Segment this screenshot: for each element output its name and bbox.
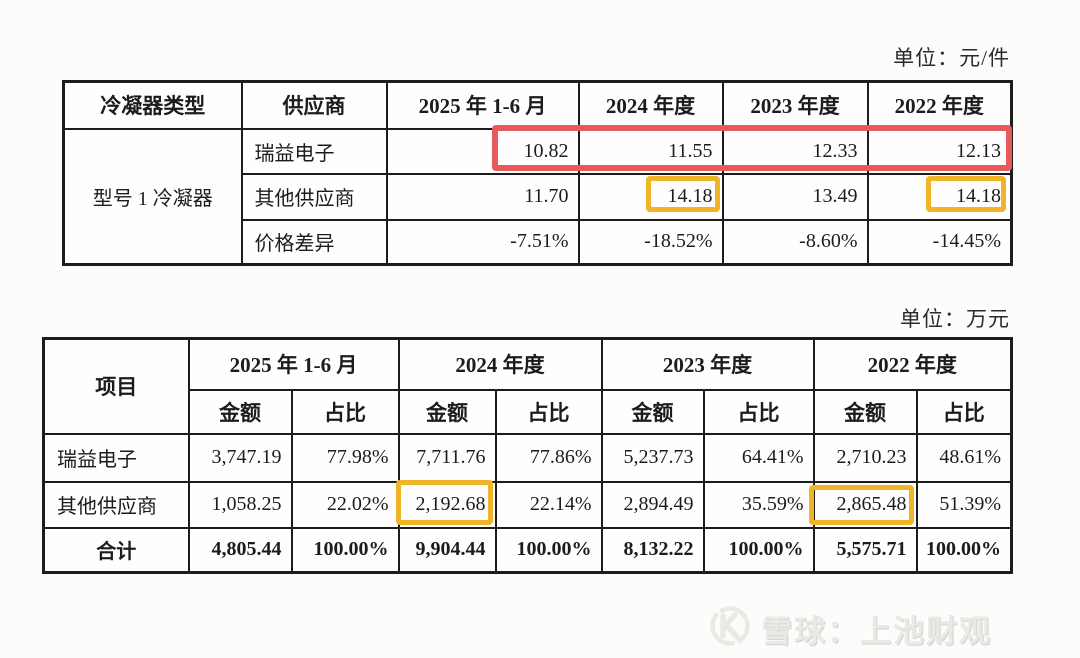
amount-cell: 3,747.19 [187,432,293,483]
condenser-price-table: 冷凝器类型 供应商 2025 年 1-6 月 2024 年度 2023 年度 2… [62,80,1013,266]
supplier-cell-ruiyi: 瑞益电子 [240,127,388,175]
price-diff-cell: -8.60% [721,218,869,266]
amount-cell: 9,904.44 [397,526,497,574]
ratio-cell: 77.86% [494,432,603,483]
unit-label-price-table: 单位：元/件 [893,46,1010,70]
col-header-supplier: 供应商 [240,80,388,130]
table-row: 瑞益电子 3,747.19 77.98% 7,711.76 77.86% 5,2… [42,432,1013,483]
price-cell: 12.33 [721,127,869,175]
ratio-cell: 22.02% [290,480,400,529]
sub-header-amount: 金额 [187,388,293,435]
item-cell-others: 其他供应商 [42,480,190,529]
table-row: 型号 1 冷凝器 瑞益电子 10.82 11.55 12.33 12.13 [62,127,1013,266]
supplier-cell-others: 其他供应商 [240,172,388,221]
xueqiu-logo-icon [708,604,752,653]
watermark-text: 雪球：上池财观 [761,614,992,649]
amount-cell: 7,711.76 [397,432,497,483]
amount-table-sub-header-row: 金额 占比 金额 占比 金额 占比 金额 占比 [44,388,1013,435]
price-cell: 14.18 [866,172,1013,221]
sub-header-ratio: 占比 [494,388,603,435]
table-row: 其他供应商 1,058.25 22.02% 2,192.68 22.14% 2,… [42,480,1013,529]
ratio-cell: 51.39% [915,480,1013,529]
price-cell: 11.70 [385,172,580,221]
item-cell-total: 合计 [42,526,190,574]
price-cell: 14.18 [577,172,724,221]
supplier-cell-price-diff: 价格差异 [240,218,388,266]
ratio-cell: 100.00% [915,526,1013,574]
sub-header-amount: 金额 [600,388,705,435]
ratio-cell: 64.41% [702,432,815,483]
ratio-cell: 22.14% [494,480,603,529]
unit-label-amount-table: 单位：万元 [900,307,1010,331]
sub-header-ratio: 占比 [915,388,1013,435]
sub-header-amount: 金额 [397,388,497,435]
row-group-model-1-condenser: 型号 1 冷凝器 [62,127,243,266]
item-cell-ruiyi: 瑞益电子 [42,432,190,483]
col-header-2024: 2024 年度 [577,80,724,130]
ratio-cell: 48.61% [915,432,1013,483]
amount-cell: 4,805.44 [187,526,293,574]
supplier-amount-table: 项目 2025 年 1-6 月 2024 年度 2023 年度 2022 年度 … [42,337,1013,574]
amount-cell: 2,710.23 [812,432,918,483]
price-cell: 11.55 [577,127,724,175]
amount-cell: 2,894.49 [600,480,705,529]
watermark: 雪球：上池财观 [708,604,992,653]
amount-cell: 5,575.71 [812,526,918,574]
col-header-condenser-type: 冷凝器类型 [62,80,243,130]
table-row-total: 合计 4,805.44 100.00% 9,904.44 100.00% 8,1… [42,526,1013,574]
price-table-header-row: 冷凝器类型 供应商 2025 年 1-6 月 2024 年度 2023 年度 2… [62,80,1013,130]
price-diff-cell: -18.52% [577,218,724,266]
col-header-2025: 2025 年 1-6 月 [187,337,400,391]
sub-header-ratio: 占比 [290,388,400,435]
amount-cell: 2,192.68 [397,480,497,529]
amount-table-period-header-row: 项目 2025 年 1-6 月 2024 年度 2023 年度 2022 年度 [42,337,1013,435]
amount-cell: 8,132.22 [600,526,705,574]
col-header-2025: 2025 年 1-6 月 [385,80,580,130]
price-diff-cell: -14.45% [866,218,1013,266]
table-row: 其他供应商 11.70 14.18 13.49 14.18 [64,172,1013,221]
ratio-cell: 100.00% [290,526,400,574]
price-cell: 12.13 [866,127,1013,175]
sub-header-amount: 金额 [812,388,918,435]
col-header-item: 项目 [42,337,190,435]
amount-cell: 1,058.25 [187,480,293,529]
ratio-cell: 77.98% [290,432,400,483]
col-header-2024: 2024 年度 [397,337,603,391]
price-diff-cell: -7.51% [385,218,580,266]
sub-header-ratio: 占比 [702,388,815,435]
price-cell: 10.82 [385,127,580,175]
ratio-cell: 100.00% [494,526,603,574]
ratio-cell: 100.00% [702,526,815,574]
table-row: 价格差异 -7.51% -18.52% -8.60% -14.45% [64,218,1013,266]
ratio-cell: 35.59% [702,480,815,529]
col-header-2023: 2023 年度 [600,337,815,391]
col-header-2022: 2022 年度 [866,80,1013,130]
price-cell: 13.49 [721,172,869,221]
amount-cell: 2,865.48 [812,480,918,529]
col-header-2023: 2023 年度 [721,80,869,130]
col-header-2022: 2022 年度 [812,337,1013,391]
amount-cell: 5,237.73 [600,432,705,483]
